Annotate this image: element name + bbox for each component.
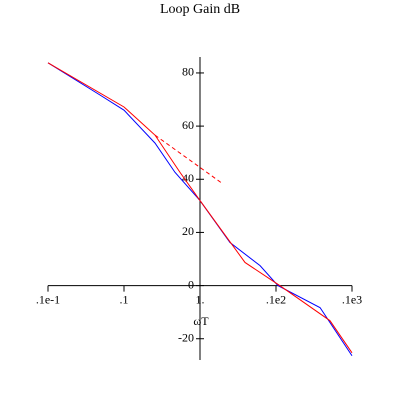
line bbox=[47, 62, 353, 354]
y-tick-label: 80 bbox=[182, 65, 194, 79]
chart-title: Loop Gain dB bbox=[160, 2, 240, 17]
y-tick-label: 20 bbox=[182, 224, 194, 238]
x-tick-label: .1e2 bbox=[266, 292, 286, 306]
y-tick-label: 60 bbox=[182, 118, 194, 132]
x-tick-label: .1e-1 bbox=[36, 292, 60, 306]
y-tick-label: -20 bbox=[178, 330, 194, 344]
y-tick-label: 40 bbox=[182, 171, 194, 185]
x-tick-label: .1 bbox=[120, 292, 129, 306]
x-tick-label: .1e3 bbox=[342, 292, 362, 306]
x-tick-label: 1. bbox=[196, 292, 205, 306]
x-axis-label: ωT bbox=[193, 314, 209, 328]
y-tick-label: 0 bbox=[188, 277, 194, 291]
